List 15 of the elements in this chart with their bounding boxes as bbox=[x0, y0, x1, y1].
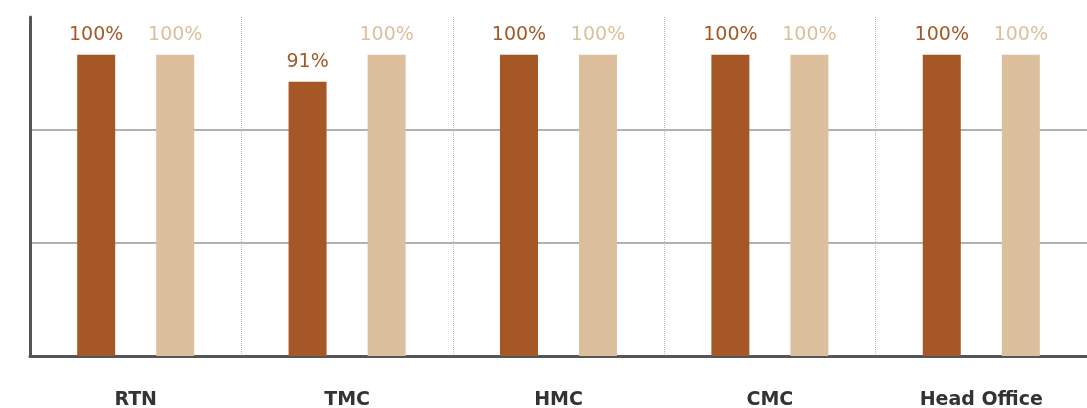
data-label: 100% bbox=[359, 22, 414, 45]
data-label: 100% bbox=[69, 22, 124, 45]
x-tick-label: CMC bbox=[746, 386, 794, 408]
x-tick-label: HMC bbox=[534, 386, 583, 408]
data-label: 91% bbox=[286, 49, 329, 72]
x-tick-label: TMC bbox=[324, 386, 371, 408]
data-label: 100% bbox=[703, 22, 758, 45]
data-label: 100% bbox=[993, 22, 1048, 45]
x-tick-label: Head Office bbox=[919, 386, 1043, 408]
data-label: 100% bbox=[491, 22, 547, 45]
x-tick-label: RTN bbox=[114, 386, 158, 408]
data-label: 100% bbox=[782, 22, 837, 45]
data-label: 100% bbox=[148, 22, 203, 45]
data-label: 100% bbox=[570, 22, 626, 45]
data-label: 100% bbox=[914, 22, 969, 45]
